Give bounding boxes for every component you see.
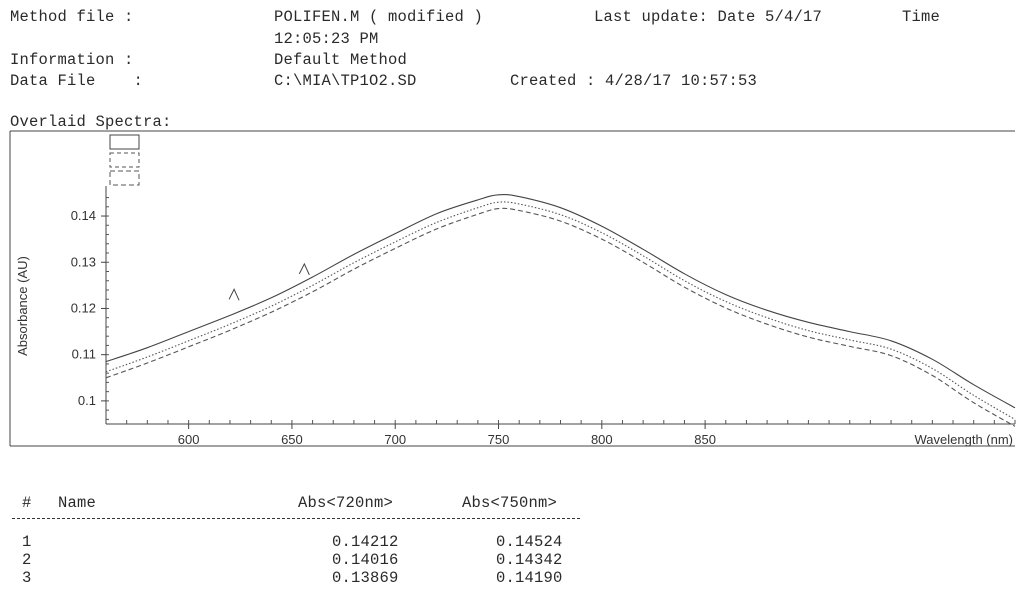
y-tick-label: 0.12 — [71, 300, 96, 315]
row-abs720: 0.14212 — [332, 533, 399, 551]
row-num: 1 — [22, 533, 32, 551]
y-tick-label: 0.11 — [72, 347, 96, 362]
time-value: 12:05:23 PM — [274, 30, 379, 48]
spectrum-spike — [228, 288, 240, 301]
x-tick-label: 800 — [591, 432, 613, 447]
y-tick-label: 0.14 — [71, 208, 96, 223]
row-abs750: 0.14190 — [496, 569, 563, 587]
spectrum-spike — [298, 262, 310, 276]
x-tick-label: 600 — [178, 432, 200, 447]
series-line-solid — [105, 193, 1016, 409]
x-tick-label: 650 — [281, 432, 303, 447]
table-header-name: Name — [58, 494, 97, 512]
row-num: 3 — [22, 569, 32, 587]
section-title: Overlaid Spectra: — [10, 113, 172, 131]
row-abs720: 0.13869 — [332, 569, 399, 587]
series-line-dotted — [105, 201, 1016, 420]
time-label: Time — [902, 8, 941, 26]
information-value: Default Method — [274, 51, 408, 69]
legend-swatch-solid — [109, 134, 140, 150]
row-abs750: 0.14524 — [496, 533, 563, 551]
information-label: Information : — [10, 51, 134, 69]
table-header-num: # — [22, 494, 32, 512]
x-tick-label: 850 — [694, 432, 716, 447]
method-file-value: POLIFEN.M ( modified ) — [274, 8, 484, 26]
series-line-dashed — [105, 207, 1016, 427]
legend-swatch-dashed — [109, 170, 140, 186]
row-abs720: 0.14016 — [332, 551, 399, 569]
data-file-value: C:\MIA\TP1O2.SD — [274, 72, 417, 90]
y-axis-label: Absorbance (AU) — [15, 256, 30, 356]
y-tick-label: 0.13 — [71, 254, 96, 269]
row-num: 2 — [22, 551, 32, 569]
table-header-abs750: Abs<750nm> — [462, 494, 558, 512]
row-abs750: 0.14342 — [496, 551, 563, 569]
table-header-abs720: Abs<720nm> — [298, 494, 394, 512]
created-label: Created : 4/28/17 10:57:53 — [510, 72, 758, 90]
method-file-label: Method file : — [10, 8, 134, 26]
last-update-label: Last update: Date 5/4/17 — [594, 8, 823, 26]
x-tick-label: 750 — [488, 432, 510, 447]
x-axis-label: Wavelength (nm) — [915, 432, 1014, 447]
y-tick-label: 0.1 — [78, 393, 96, 408]
legend-swatch-dotted — [109, 152, 140, 168]
overlaid-spectra-chart: Absorbance (AU) Wavelength (nm) 600 650 70… — [9, 130, 1016, 447]
data-file-label: Data File : — [10, 72, 144, 90]
x-tick-label: 700 — [384, 432, 406, 447]
table-divider — [12, 518, 580, 519]
